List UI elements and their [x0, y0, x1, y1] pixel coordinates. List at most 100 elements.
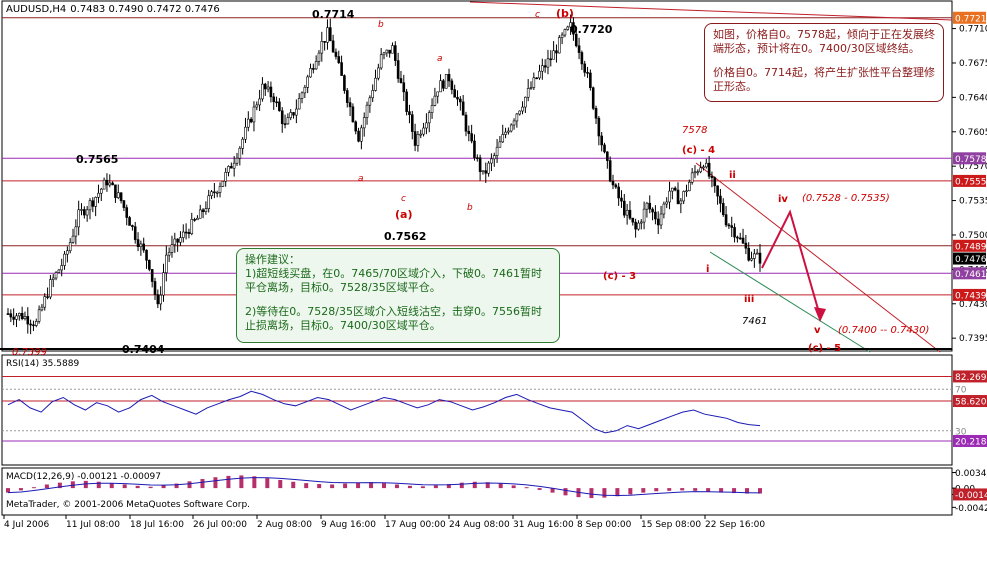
- candle-body: [153, 281, 157, 295]
- candle-body: [563, 29, 567, 36]
- candle-body: [399, 78, 403, 84]
- candle-body: [297, 98, 301, 110]
- candle-body: [377, 67, 380, 79]
- candle-body: [184, 231, 188, 234]
- candle-body: [391, 45, 394, 54]
- analysis-note-line1: 如图，价格自0。7578起，倾向于正在发展终端形态，预计将在0。7400/30区…: [713, 28, 935, 55]
- candle-body: [750, 258, 753, 261]
- candle-body: [159, 294, 162, 305]
- main-panel-frame: [1, 0, 953, 352]
- candle-body: [371, 90, 374, 99]
- wave-i-label: i: [706, 264, 709, 275]
- candle-body: [40, 306, 44, 311]
- time-tick-label: 24 Aug 08:00: [449, 520, 510, 530]
- candle-body: [207, 195, 211, 209]
- candle-body: [396, 60, 400, 79]
- candle-body: [716, 185, 719, 197]
- candle-body: [408, 111, 411, 115]
- candle-body: [662, 203, 666, 215]
- candle-body: [721, 203, 725, 215]
- candle-body: [323, 41, 326, 43]
- rsi-panel-frame: [1, 354, 953, 466]
- price-flag: [953, 11, 986, 24]
- candle-body: [255, 104, 259, 108]
- price-flag-label: 0.7578: [955, 155, 987, 165]
- candle-body: [99, 188, 103, 194]
- candle-body: [555, 50, 558, 54]
- rsi-line: [7, 390, 761, 434]
- candle-body: [606, 151, 609, 161]
- candle-body: [524, 96, 527, 108]
- candle-body: [733, 227, 736, 238]
- candle-body: [659, 213, 663, 226]
- macd-bar: [602, 488, 607, 498]
- macd-bar: [109, 483, 114, 489]
- macd-bar: [550, 488, 555, 493]
- candle-body: [292, 112, 295, 116]
- candle-body: [583, 63, 587, 73]
- macd-level-label: 0.00344: [955, 469, 987, 479]
- candle-body: [266, 86, 270, 90]
- candle-body: [501, 134, 505, 143]
- target-range-1: (0.7528 - 0.7535): [802, 193, 890, 204]
- candle-body: [427, 112, 431, 124]
- price-tick-label: 0.7675: [959, 59, 987, 69]
- candle-body: [490, 158, 493, 164]
- candle-body: [142, 243, 145, 251]
- candle-body: [116, 192, 120, 198]
- macd-bar: [252, 476, 257, 489]
- candle-body: [300, 92, 304, 99]
- candle-body: [671, 187, 674, 192]
- macd-bar: [330, 484, 335, 489]
- price-tick-label: 0.7395: [959, 334, 987, 344]
- macd-panel-frame: [1, 467, 953, 516]
- candle-body: [34, 321, 38, 326]
- macd-bar: [719, 488, 724, 493]
- price-7565-label: 0.7565: [76, 153, 118, 166]
- wave-b-label: (b): [556, 7, 574, 20]
- macd-bar: [200, 479, 205, 489]
- candle-body: [600, 135, 603, 146]
- candle-body: [543, 65, 547, 68]
- candle-body: [258, 98, 261, 106]
- strategy-note-item1: 1)超短线买盘，在0。7465/70区域介入，下破0。7461暂时平仓离场，目标…: [245, 267, 542, 294]
- candle-body: [60, 265, 64, 271]
- candle-body: [639, 221, 643, 224]
- candle-body: [433, 95, 437, 106]
- rsi-level-label: 58.6207: [955, 398, 987, 408]
- candle-body: [608, 160, 612, 182]
- candle-body: [348, 102, 352, 108]
- candle-body: [83, 209, 86, 216]
- candle-body: [328, 27, 332, 42]
- time-tick-label: 31 Aug 16:00: [513, 520, 574, 530]
- candle-body: [744, 242, 748, 249]
- candle-body: [32, 324, 35, 327]
- candle-body: [91, 200, 95, 207]
- candle-body: [422, 127, 425, 135]
- candle-body: [478, 157, 482, 172]
- macd-bar: [317, 484, 322, 489]
- candle-body: [591, 87, 595, 109]
- candle-body: [43, 296, 47, 308]
- macd-bar: [291, 481, 296, 489]
- candle-body: [312, 68, 315, 70]
- candle-body: [704, 162, 708, 168]
- candle-body: [484, 170, 488, 174]
- candle-body: [557, 37, 561, 54]
- candle-body: [314, 61, 318, 70]
- candle-body: [541, 65, 544, 72]
- candle-body: [730, 225, 734, 228]
- candle-body: [337, 56, 341, 63]
- macd-bar: [407, 485, 412, 489]
- candle-body: [566, 26, 570, 30]
- candle-body: [94, 197, 97, 207]
- candle-body: [611, 180, 615, 186]
- candle-body: [252, 106, 256, 123]
- macd-bar: [57, 482, 62, 489]
- rsi-level-label: 30: [955, 427, 967, 437]
- candle-body: [577, 45, 581, 53]
- candle-body: [512, 120, 516, 126]
- candle-body: [504, 131, 507, 135]
- candle-body: [173, 238, 177, 245]
